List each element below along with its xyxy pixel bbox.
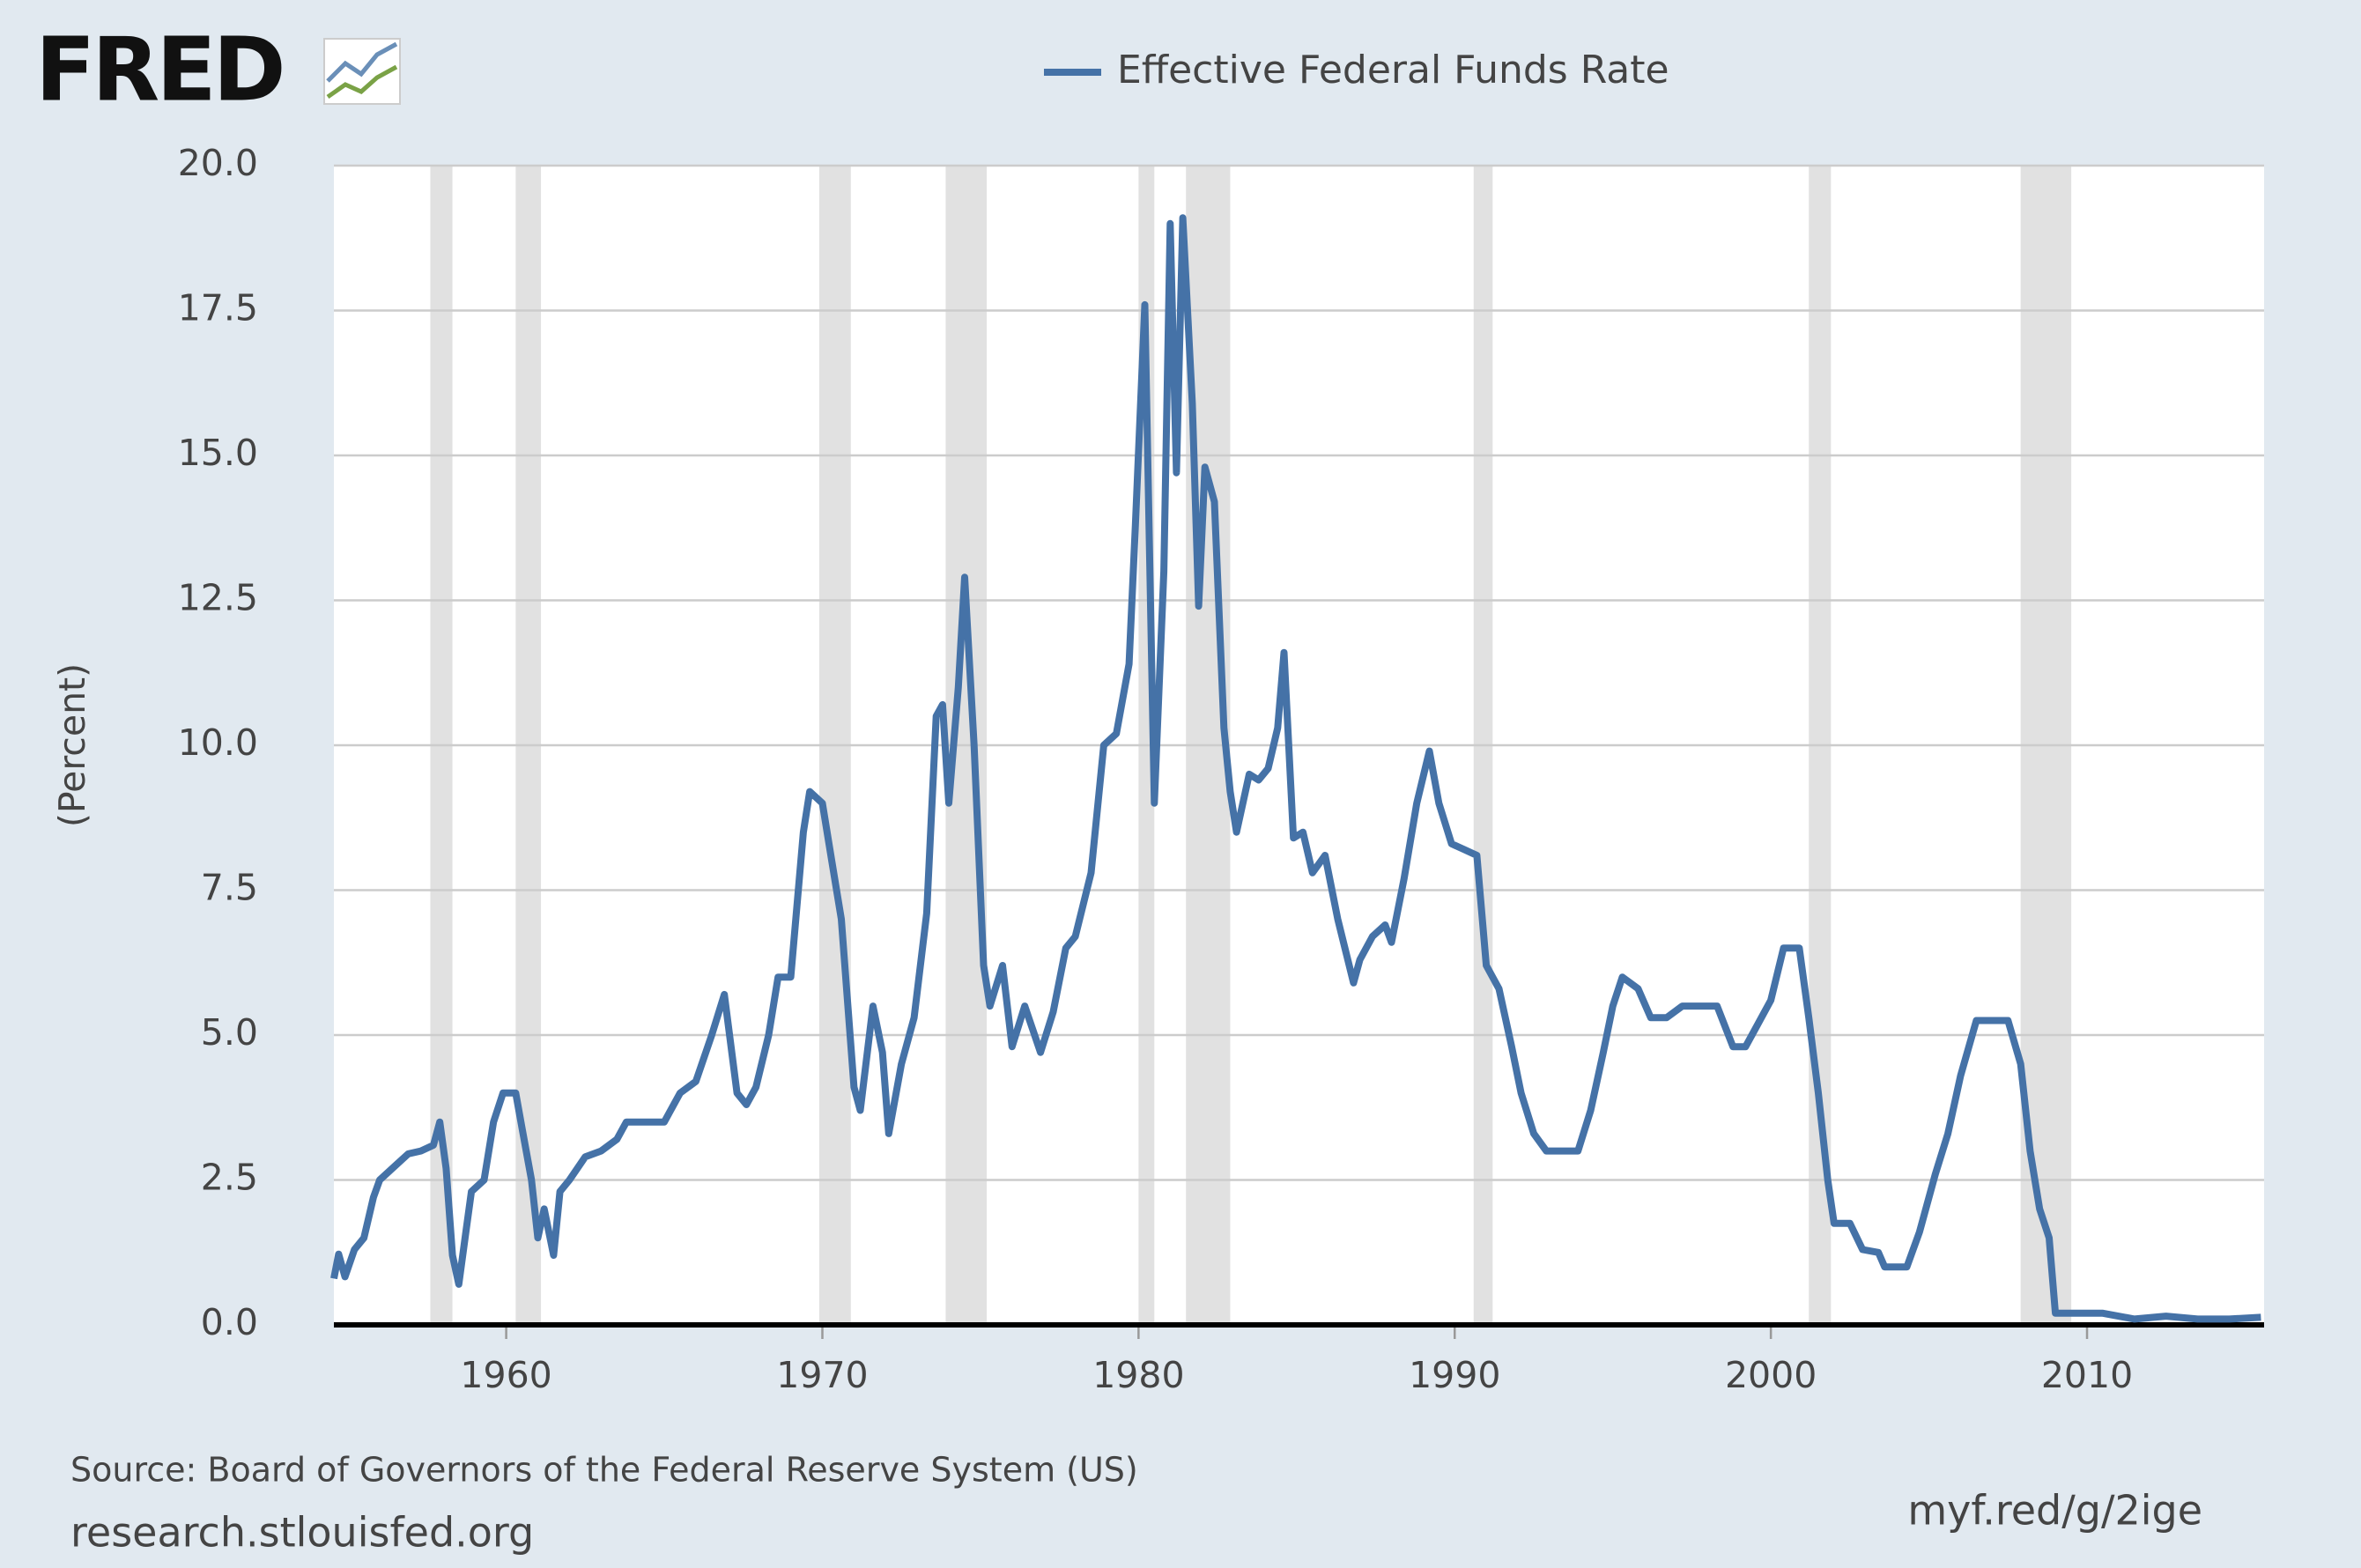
source: Source: Board of Governors of the Federa… — [70, 1451, 1138, 1490]
y-tick-label: 15.0 — [178, 432, 258, 474]
x-tick-label: 1980 — [1092, 1354, 1184, 1396]
x-tick-label: 2000 — [1725, 1354, 1817, 1396]
y-tick-label: 7.5 — [201, 867, 258, 909]
x-tick-label: 1990 — [1409, 1354, 1500, 1396]
y-tick-label: 17.5 — [178, 287, 258, 329]
y-tick-label: 12.5 — [178, 577, 258, 619]
y-tick-label: 20.0 — [178, 142, 258, 184]
x-tick-label: 1970 — [776, 1354, 868, 1396]
series-line — [330, 214, 2261, 1323]
logo-icon — [323, 38, 401, 105]
y-tick-label: 10.0 — [178, 721, 258, 764]
logo: FRED — [35, 18, 283, 121]
x-tick-label: 1960 — [460, 1354, 551, 1396]
legend-label: Effective Federal Funds Rate — [1117, 48, 1669, 92]
y-tick-label: 5.0 — [201, 1011, 258, 1054]
site: research.stlouisfed.org — [70, 1509, 534, 1557]
y-axis-label: (Percent) — [51, 663, 93, 827]
short-link: myf.red/g/2ige — [1907, 1487, 2202, 1535]
y-tick-label: 0.0 — [201, 1301, 258, 1343]
x-tick-label: 2010 — [2041, 1354, 2133, 1396]
y-tick-label: 2.5 — [201, 1157, 258, 1199]
